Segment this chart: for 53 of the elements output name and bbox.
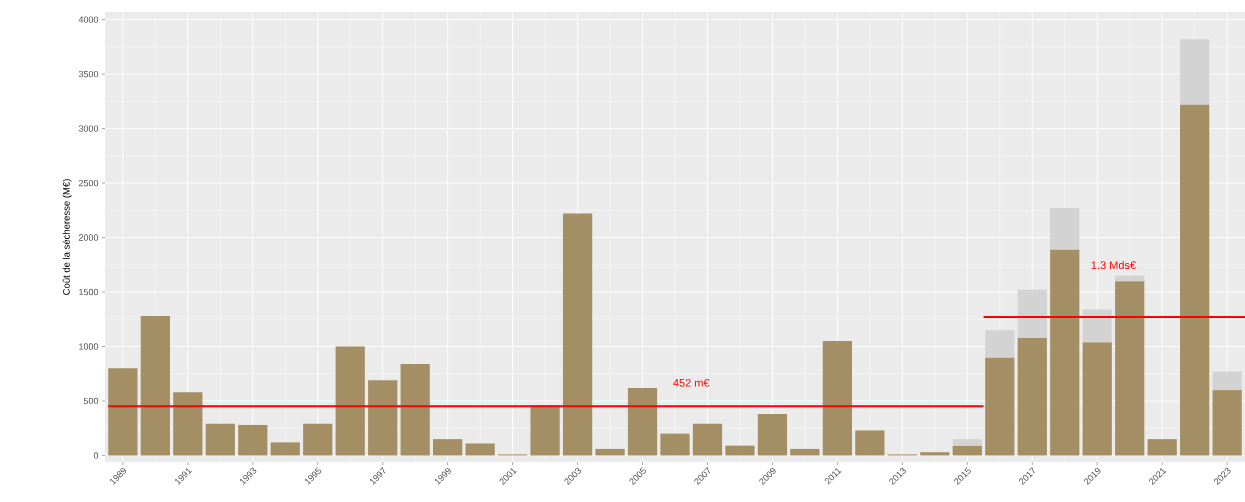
bar <box>1017 289 1047 338</box>
bar <box>1082 309 1112 343</box>
bar <box>855 430 885 456</box>
bar <box>985 357 1015 456</box>
bar <box>238 424 268 456</box>
y-tick-label: 500 <box>83 397 99 405</box>
bar <box>692 423 723 456</box>
y-tick-label: 4000 <box>78 16 99 23</box>
y-tick-label: 2000 <box>78 234 99 241</box>
bar <box>1115 275 1145 282</box>
bar <box>1115 281 1145 456</box>
bar <box>1017 337 1047 456</box>
y-tick-label: 1000 <box>79 343 99 350</box>
bar <box>1212 371 1242 391</box>
bar <box>173 392 203 456</box>
bar <box>1212 390 1242 456</box>
bar <box>303 423 333 456</box>
bar <box>108 368 138 456</box>
y-tick-label: 3500 <box>78 70 99 78</box>
y-axis-title: Coût de la sécheresse (M€) <box>62 179 72 295</box>
bar <box>433 439 463 456</box>
bar <box>627 387 658 456</box>
bar <box>140 315 170 456</box>
bar <box>985 330 1015 358</box>
bar <box>952 445 982 456</box>
bar <box>562 213 593 456</box>
bar <box>725 445 755 456</box>
bar <box>790 448 820 456</box>
bar <box>595 448 625 456</box>
bar <box>1050 249 1080 456</box>
y-tick-label: 0 <box>93 452 99 459</box>
bar <box>270 442 300 456</box>
bar <box>822 341 853 456</box>
bar <box>1180 104 1210 456</box>
bar <box>530 405 560 456</box>
annotation: 452 m€ <box>673 378 710 387</box>
bar <box>920 452 950 456</box>
bar <box>465 443 495 456</box>
bar <box>368 380 398 456</box>
bar <box>1082 342 1112 456</box>
bar <box>400 363 430 456</box>
bar <box>1180 39 1210 105</box>
annotation: 1.3 Mds€ <box>1091 260 1136 270</box>
bar <box>660 433 690 456</box>
y-tick-label: 1500 <box>79 288 99 296</box>
bar <box>757 414 788 456</box>
y-tick-label: 2500 <box>78 179 99 187</box>
bar <box>952 439 982 446</box>
bar <box>1050 208 1080 250</box>
y-tick-label: 3000 <box>78 125 99 132</box>
bar <box>1147 439 1177 456</box>
bar <box>205 423 235 456</box>
bar <box>335 346 365 456</box>
